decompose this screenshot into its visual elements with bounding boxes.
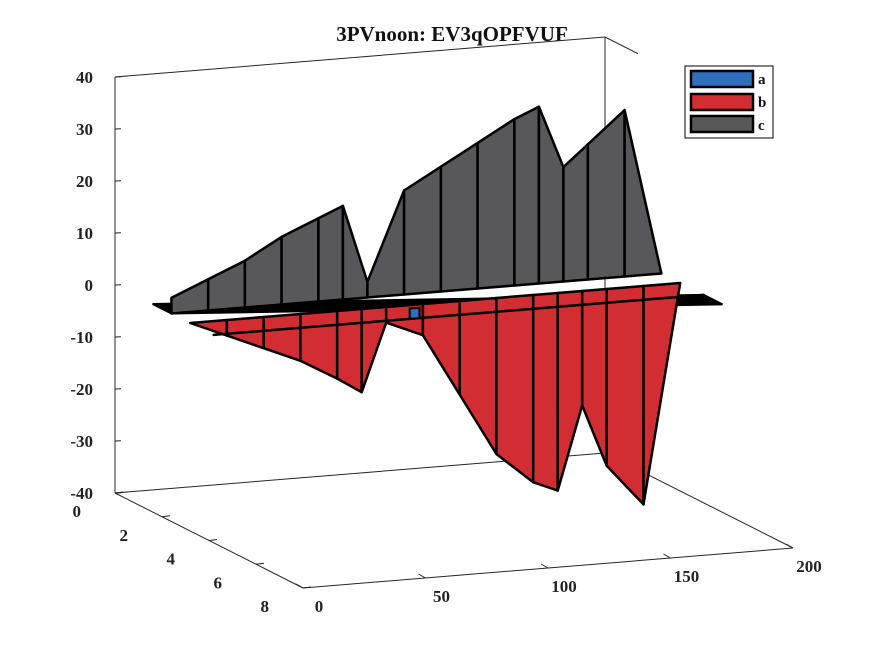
z-tick-label: -10 (70, 328, 93, 347)
series-c-segment (170, 278, 210, 315)
legend: a b c (684, 65, 774, 139)
series-a-spike (408, 306, 421, 320)
series-c-segment (280, 217, 320, 306)
series-c-segment (341, 204, 369, 301)
series-b-segment (556, 289, 584, 492)
series-c-segment (243, 235, 283, 309)
series-c-segment (586, 108, 626, 281)
series-a (212, 293, 705, 337)
z-tick-label: -20 (70, 380, 93, 399)
x-tick-mark (540, 563, 549, 569)
x-tick-mark (418, 573, 426, 579)
series-b-segment (299, 309, 339, 380)
chart-title: 3PVnoon: EV3qOPFVUF (336, 22, 568, 46)
series-b-segment (580, 287, 608, 468)
series-b-segment (642, 281, 682, 506)
y-tick-label: 4 (167, 550, 176, 569)
series-b-segment (605, 284, 645, 506)
series-c-segment (317, 204, 345, 303)
series-b-segment (531, 291, 559, 492)
y-tick-label: 2 (120, 526, 129, 545)
z-tick-label: 10 (76, 224, 93, 243)
z-tick-label: 0 (85, 276, 94, 295)
x-tick-label: 100 (551, 577, 577, 596)
series-c-segment (562, 143, 590, 283)
series-b-segment (458, 296, 498, 456)
y-tick-label: 6 (214, 573, 223, 592)
series-c-segment (537, 105, 565, 285)
y-tick-label: 0 (73, 502, 82, 521)
series-b (188, 281, 682, 506)
y-tick-mark (302, 586, 312, 589)
series-b-segment (360, 305, 388, 394)
axis-line-top-right (604, 36, 639, 55)
x-tick-label: 0 (315, 597, 324, 616)
series-c-segment (476, 117, 516, 290)
z-tick-label: 30 (76, 120, 93, 139)
series-c-segment (402, 165, 443, 296)
y-tick-label: 8 (261, 597, 270, 616)
z-tick-label: -40 (70, 484, 93, 503)
series-c-segment (206, 259, 247, 312)
y-tick-mark (208, 539, 218, 541)
legend-label-a: a (758, 72, 766, 88)
x-tick-mark (295, 583, 304, 589)
series-c-segment (366, 189, 406, 299)
x-tick-mark (663, 553, 671, 559)
x-tick-label: 50 (433, 587, 450, 606)
legend-swatch-c (689, 114, 755, 134)
legend-swatch-a (689, 69, 755, 89)
series-c-segment (513, 105, 541, 287)
series-c-segment (439, 141, 479, 293)
series-c (170, 105, 663, 315)
y-tick-mark (114, 491, 124, 494)
series-b-segment (262, 312, 302, 363)
z-tick-label: 40 (76, 68, 93, 87)
series-c-segment (623, 108, 663, 278)
legend-label-b: b (758, 95, 766, 111)
series-a-segment (653, 293, 705, 301)
x-tick-label: 200 (796, 557, 822, 576)
y-tick-mark (255, 562, 265, 565)
legend-swatch-b (689, 92, 755, 112)
z-tick-label: 20 (76, 172, 93, 191)
x-tick-mark (785, 543, 794, 549)
legend-label-c: c (758, 118, 765, 134)
x-tick-label: 150 (674, 567, 700, 586)
axis-line-top-back (114, 36, 606, 78)
z-tick-label: -30 (70, 432, 93, 451)
series-b-segment (335, 307, 363, 394)
series-b-segment (495, 293, 535, 484)
y-tick-mark (161, 515, 171, 518)
series-planes (152, 105, 723, 506)
